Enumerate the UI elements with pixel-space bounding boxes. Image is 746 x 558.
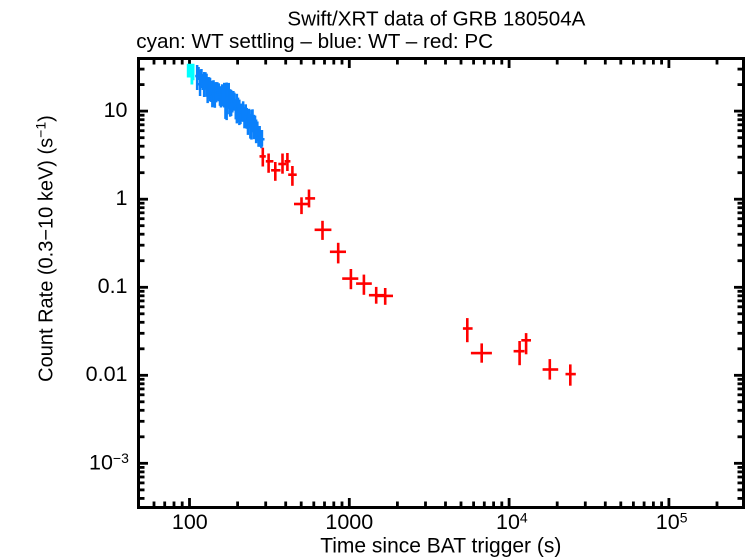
svg-text:Swift/XRT data of GRB 180504A: Swift/XRT data of GRB 180504A xyxy=(287,8,585,31)
svg-text:Time since BAT trigger (s): Time since BAT trigger (s) xyxy=(320,535,561,558)
svg-text:100: 100 xyxy=(172,510,208,534)
svg-text:105: 105 xyxy=(656,510,688,534)
svg-text:1: 1 xyxy=(116,186,128,210)
svg-text:Count Rate (0.3−10 keV) (s−1): Count Rate (0.3−10 keV) (s−1) xyxy=(33,115,58,382)
svg-text:10: 10 xyxy=(104,98,128,122)
svg-text:10−3: 10−3 xyxy=(89,450,129,474)
svg-text:104: 104 xyxy=(496,510,528,534)
svg-text:0.01: 0.01 xyxy=(86,362,128,386)
svg-text:1000: 1000 xyxy=(325,510,373,534)
svg-text:cyan: WT settling – blue: WT –: cyan: WT settling – blue: WT – red: PC xyxy=(136,30,493,53)
svg-text:0.1: 0.1 xyxy=(98,274,128,298)
